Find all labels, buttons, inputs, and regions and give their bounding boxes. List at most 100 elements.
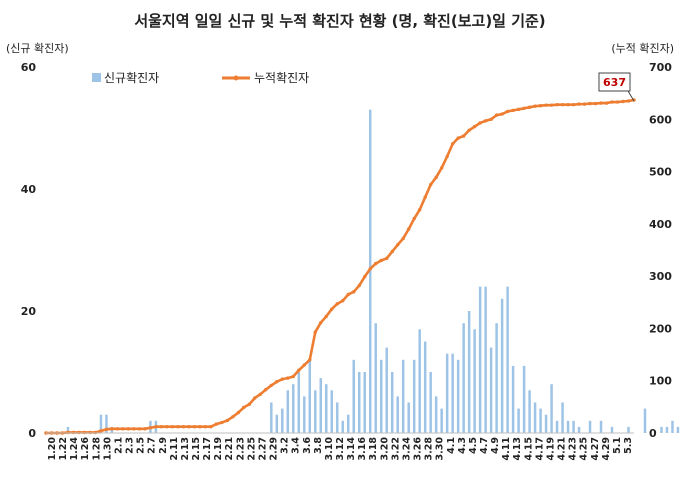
x-tick-label: 3.6 (302, 437, 313, 454)
cumulative-point (93, 430, 98, 435)
new-cases-bar (297, 372, 301, 433)
x-tick-label: 4.15 (523, 437, 534, 460)
left-axis-label: (신규 확진자) (6, 42, 69, 55)
right-tick-label: 500 (649, 166, 672, 179)
new-cases-bar (561, 402, 564, 433)
cumulative-point (198, 425, 202, 429)
new-cases-bar (347, 414, 350, 433)
new-cases-bar (588, 420, 592, 433)
cumulative-point (549, 103, 554, 107)
cumulative-point (341, 299, 345, 303)
x-axis-ticks: 1.20 1.22 1.24 1.26 1.28 1.30 2.1 2.3 2.5 2.7 2.9 2… (47, 437, 634, 461)
x-tick-label: 2.11 (169, 437, 180, 460)
x-tick-label: 1.20 (47, 437, 58, 461)
x-tick-label: 4.27 (590, 437, 601, 460)
cumulative-point (363, 274, 367, 279)
cumulative-point (132, 427, 136, 431)
x-tick-label: 4.13 (512, 437, 523, 460)
new-cases-bar (550, 384, 553, 433)
x-tick-label: 2.19 (213, 437, 224, 460)
new-cases-bar (292, 384, 295, 433)
new-cases-bar (385, 347, 388, 433)
x-tick-label: 2.21 (224, 437, 235, 460)
left-tick-label: 40 (21, 183, 37, 196)
legend-bar-swatch (92, 73, 101, 82)
cumulative-point (115, 427, 120, 431)
cumulative-point (401, 236, 405, 241)
x-tick-label: 3.24 (401, 437, 412, 461)
left-tick-label: 60 (21, 61, 37, 74)
x-tick-label: 4.25 (579, 437, 590, 460)
x-tick-label: 4.19 (545, 437, 556, 460)
cumulative-point (209, 425, 213, 429)
x-tick-label: 4.21 (557, 437, 568, 460)
x-tick-label: 3.8 (313, 437, 324, 454)
cumulative-point (280, 377, 284, 381)
new-cases-bar (270, 402, 273, 433)
cumulative-point (165, 425, 169, 429)
new-cases-bar (341, 420, 344, 433)
x-tick-label: 2.1 (113, 437, 124, 454)
cumulative-point (236, 410, 241, 415)
cumulative-point (385, 256, 389, 261)
right-axis-label: (누적 확진자) (611, 42, 674, 55)
cumulative-point (588, 101, 592, 106)
x-tick-label: 3.18 (368, 437, 379, 461)
cumulative-point (511, 108, 515, 113)
new-cases-bar (676, 426, 680, 433)
x-tick-label: 4.23 (568, 437, 579, 460)
new-cases-bar (456, 359, 460, 433)
x-tick-label: 3.14 (346, 437, 357, 461)
cumulative-point (192, 425, 197, 429)
cumulative-point (461, 134, 466, 138)
cumulative-point (275, 380, 279, 384)
left-tick-label: 20 (21, 305, 37, 318)
cumulative-point (269, 383, 274, 388)
cumulative-point (527, 105, 532, 109)
right-tick-label: 400 (649, 218, 672, 231)
chart-title: 서울지역 일일 신규 및 누적 확진자 현황 (명, 확진(보고)일 기준) (134, 12, 545, 30)
x-tick-label: 1.24 (69, 437, 80, 461)
new-cases-bar (671, 420, 674, 433)
x-tick-label: 4.1 (446, 437, 457, 454)
new-cases-bar (495, 323, 498, 433)
x-tick-label: 3.2 (280, 437, 291, 454)
new-cases-bar (390, 372, 394, 433)
cumulative-point (203, 425, 208, 429)
new-cases-bar (539, 408, 542, 433)
legend: 신규확진자 누적확진자 (92, 71, 309, 85)
x-tick-label: 2.15 (191, 437, 202, 460)
new-cases-bar (577, 426, 581, 433)
cumulative-point (324, 314, 328, 319)
new-cases-bar (544, 414, 548, 433)
cumulative-point (126, 427, 131, 431)
new-cases-bar (423, 341, 427, 433)
new-cases-bar (506, 286, 509, 433)
cumulative-point (220, 420, 224, 425)
cumulative-point (143, 427, 147, 431)
cumulative-point (544, 103, 548, 107)
callout-box (598, 72, 631, 92)
new-cases-bar (407, 402, 410, 433)
x-tick-label: 5.1 (612, 437, 623, 454)
cumulative-point (352, 290, 356, 294)
x-tick-label: 3.30 (435, 437, 446, 461)
left-axis-ticks: 0 20 40 60 (21, 61, 37, 440)
cumulative-point (478, 121, 482, 125)
new-cases-bar (374, 323, 377, 433)
new-cases-bar (462, 323, 465, 433)
right-axis-ticks: 0 100 200 300 400 500 600 700 (649, 61, 672, 440)
cumulative-point (610, 100, 614, 104)
x-tick-label: 1.22 (58, 437, 69, 460)
new-cases-bar (363, 372, 366, 433)
x-tick-label: 2.23 (235, 437, 246, 460)
new-cases-bar (511, 365, 515, 433)
x-tick-label: 4.11 (501, 437, 512, 460)
new-cases-bar (66, 426, 70, 433)
cumulative-point (396, 243, 400, 247)
cumulative-point (505, 109, 510, 114)
callout-value: 637 (603, 76, 626, 89)
cumulative-point (439, 166, 444, 170)
cumulative-point (390, 249, 394, 254)
cumulative-point (406, 227, 411, 231)
